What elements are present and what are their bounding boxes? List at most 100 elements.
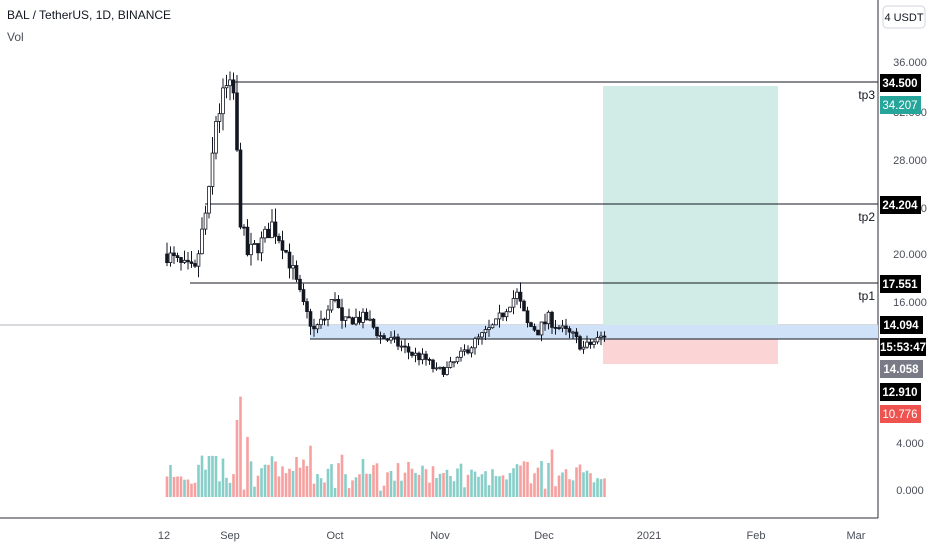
candle-body	[599, 335, 603, 338]
volume-bar	[361, 459, 365, 497]
volume-bar	[438, 473, 442, 497]
entry-price-badge: 14.058	[880, 360, 923, 378]
candle-body	[588, 341, 593, 345]
tp1-price-text: 17.551	[882, 279, 918, 291]
volume-bar	[571, 480, 575, 497]
candle-body	[459, 350, 463, 358]
candle-body	[455, 356, 460, 363]
candle-body	[343, 316, 348, 321]
volume-bar	[340, 454, 344, 497]
volume-bar	[585, 470, 589, 497]
candle	[210, 137, 215, 195]
candle	[564, 318, 568, 336]
candle-body	[242, 226, 246, 229]
volume-bar	[445, 469, 449, 497]
candle	[602, 331, 607, 342]
candle-body	[501, 312, 505, 318]
candle	[452, 361, 456, 368]
candle	[329, 299, 334, 313]
candle	[417, 351, 421, 366]
candle-body	[525, 310, 530, 324]
volume-bar	[270, 456, 274, 497]
volume-bar	[578, 464, 582, 497]
candle-body	[417, 352, 421, 361]
candle	[501, 312, 505, 321]
candle	[354, 308, 358, 326]
candle-body	[434, 367, 439, 370]
volume-bar	[403, 472, 407, 497]
volume-bar	[543, 488, 547, 497]
candle	[511, 290, 516, 315]
candle-body	[529, 322, 533, 327]
candle	[536, 329, 540, 336]
candle	[494, 318, 498, 326]
candle-body	[193, 263, 197, 267]
candle	[200, 217, 204, 255]
volume-bar	[263, 464, 267, 497]
volume-bar	[498, 476, 501, 497]
volume-bar	[400, 480, 403, 497]
candle	[385, 338, 390, 342]
volume-bar	[169, 465, 172, 497]
candle	[266, 222, 271, 239]
volume-bar	[298, 467, 302, 497]
candle-body	[182, 259, 187, 263]
volume-bar	[256, 475, 260, 497]
candle	[469, 346, 474, 358]
tp1-price-badge: 17.551	[880, 275, 921, 293]
candle	[217, 103, 222, 133]
volume-bar	[330, 464, 333, 497]
candle	[525, 306, 530, 328]
volume-indicator-label[interactable]: Vol	[7, 30, 24, 44]
volume-bar	[452, 481, 456, 497]
volume-bar	[473, 471, 477, 497]
volume-bar	[424, 469, 428, 497]
candle	[445, 361, 449, 376]
candle-body	[543, 321, 547, 325]
candle	[392, 330, 397, 343]
candle	[319, 310, 323, 329]
candle	[228, 71, 232, 101]
candle	[193, 259, 197, 268]
candle	[529, 321, 533, 328]
candle	[431, 358, 435, 373]
volume-bar	[214, 456, 218, 497]
volume-bar	[235, 420, 239, 497]
volume-bar	[232, 474, 235, 497]
candle	[305, 298, 309, 319]
candle-body	[298, 278, 302, 290]
volume-bar	[218, 481, 221, 497]
candle-body	[567, 328, 572, 333]
candle-body	[410, 351, 414, 356]
candle-body	[273, 221, 278, 237]
candle	[371, 318, 376, 330]
candle-body	[536, 329, 540, 336]
volume-bar	[491, 469, 494, 497]
candle-body	[389, 337, 393, 341]
candle	[235, 75, 239, 152]
volume-bar	[589, 473, 592, 497]
candle-body	[249, 243, 253, 256]
volume-bar	[466, 474, 470, 497]
candle	[378, 331, 383, 344]
candle	[336, 295, 341, 309]
volume-bar	[375, 463, 379, 497]
candle-body	[224, 85, 229, 89]
candle-body	[235, 92, 239, 151]
candle-body	[175, 255, 180, 259]
candle-body	[228, 79, 232, 87]
volume-bar	[431, 466, 435, 497]
volume-bar	[204, 469, 207, 497]
volume-bar	[463, 487, 466, 497]
candle	[245, 219, 250, 257]
profit-zone[interactable]	[603, 86, 778, 325]
candle	[256, 243, 260, 261]
volume-bar	[550, 449, 554, 497]
currency-unit-badge[interactable]: 4 USDT	[882, 5, 926, 29]
volume-bar	[414, 472, 417, 497]
candle-body	[406, 346, 411, 353]
support-zone[interactable]	[310, 325, 878, 339]
candle	[175, 252, 180, 263]
candle	[270, 209, 274, 239]
